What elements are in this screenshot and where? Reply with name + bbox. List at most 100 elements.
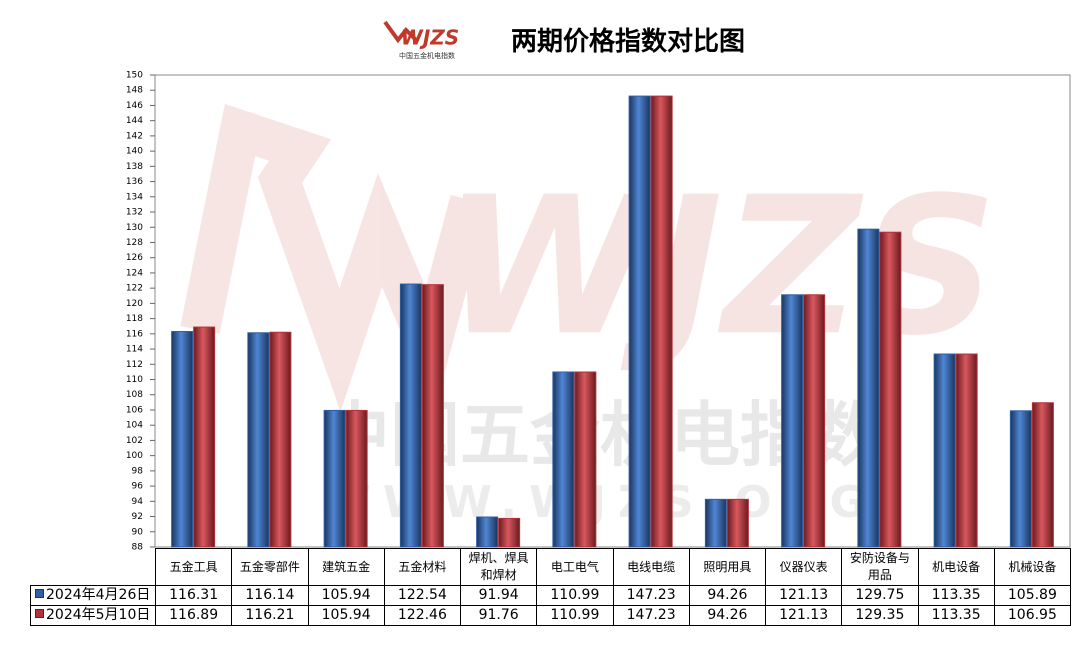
x-tick-label: 五金工具: [154, 548, 233, 586]
watermark-logo: WJZS: [443, 156, 998, 377]
y-tick-label: 134: [126, 192, 143, 202]
bar: [803, 294, 826, 548]
y-tick-label: 106: [126, 405, 143, 415]
y-tick-label: 88: [132, 543, 144, 553]
y-tick-label: 126: [126, 253, 143, 263]
y-tick-label: 94: [132, 497, 144, 507]
value-label: 129.35: [841, 605, 919, 626]
bar: [552, 371, 575, 548]
value-label: 116.21: [231, 605, 309, 626]
legend-label: 2024年5月10日: [46, 607, 151, 623]
y-tick-label: 98: [132, 466, 144, 476]
bar: [704, 498, 727, 548]
bar: [1009, 410, 1032, 548]
bar: [171, 330, 194, 548]
y-tick-label: 128: [126, 238, 143, 248]
value-label: 147.23: [612, 605, 690, 626]
legend-item: 2024年4月26日: [30, 585, 156, 606]
value-label: 113.35: [917, 585, 995, 606]
y-tick-label: 132: [126, 208, 143, 218]
bar: [476, 516, 499, 548]
x-tick-label: 安防设备与用品: [841, 548, 919, 586]
y-tick-label: 130: [126, 223, 143, 233]
value-label: 116.31: [154, 585, 233, 606]
bar: [879, 231, 902, 548]
y-tick-label: 112: [126, 360, 143, 370]
y-tick-label: 108: [126, 390, 143, 400]
x-tick-label: 电工电气: [536, 548, 614, 586]
value-label: 110.99: [536, 585, 614, 606]
y-tick-label: 148: [126, 86, 143, 96]
x-tick-label: 仪器仪表: [764, 548, 843, 586]
bar: [498, 517, 521, 548]
bar: [650, 95, 673, 548]
value-label: 105.94: [307, 585, 385, 606]
table-row: 2024年4月26日 116.31 116.14 105.94 122.54 91.94 1…: [30, 585, 1072, 606]
x-tick-label: 机械设备: [993, 548, 1072, 586]
value-label: 122.54: [383, 585, 462, 606]
bar: [955, 353, 978, 548]
value-label: 113.35: [917, 605, 995, 626]
y-tick-label: 90: [132, 527, 144, 537]
bar: [421, 284, 444, 548]
x-tick-label: 五金零部件: [231, 548, 309, 586]
y-tick-label: 116: [126, 329, 143, 339]
value-label: 116.89: [154, 605, 233, 626]
x-tick-label: 照明用具: [688, 548, 767, 586]
bar: [933, 353, 956, 548]
bar: [726, 498, 749, 548]
bar: [193, 326, 216, 548]
logo-arrow: [383, 20, 418, 44]
data-table: 五金工具 五金零部件 建筑五金 五金材料 焊机、焊具和焊材 电工电气 电线电缆 照明用具 仪器仪…: [30, 548, 1072, 626]
y-tick-label: 142: [126, 131, 143, 141]
value-label: 116.14: [231, 585, 309, 606]
bar: [399, 283, 422, 548]
bar: [345, 409, 368, 548]
y-tick-label: 146: [126, 101, 143, 111]
y-tick-label: 100: [126, 451, 143, 461]
y-tick-label: 136: [126, 177, 143, 187]
bar: [628, 95, 651, 548]
y-tick-label: 92: [132, 512, 143, 522]
y-tick-label: 120: [126, 299, 143, 309]
table-header: 五金工具 五金零部件 建筑五金 五金材料 焊机、焊具和焊材 电工电气 电线电缆 照明用具 仪器仪…: [30, 548, 1072, 586]
y-tick-label: 118: [126, 314, 143, 324]
y-tick-label: 96: [132, 482, 144, 492]
value-label: 105.89: [993, 585, 1072, 606]
logo-subtext: 中国五金机电指数: [399, 51, 455, 60]
bar: [781, 294, 804, 548]
bar: [1031, 402, 1054, 548]
bar: [857, 228, 880, 548]
y-tick-label: 124: [126, 268, 143, 278]
bar: [574, 371, 597, 548]
value-label: 121.13: [764, 605, 843, 626]
chart-title: 两期价格指数对比图: [511, 26, 745, 57]
value-label: 110.99: [536, 605, 614, 626]
y-tick-label: 150: [126, 71, 143, 81]
plot-frame: [154, 74, 1071, 548]
bar: [323, 409, 346, 548]
y-tick-label: 122: [126, 284, 143, 294]
value-label: 129.75: [841, 585, 919, 606]
x-tick-label: 五金材料: [383, 548, 462, 586]
table-corner: [30, 548, 156, 586]
y-tick-label: 114: [126, 345, 143, 355]
logo-text: WJZS: [401, 26, 459, 50]
x-tick-label: 焊机、焊具和焊材: [459, 548, 538, 586]
legend-swatch: [35, 589, 44, 598]
legend-swatch: [35, 609, 44, 618]
value-label: 91.76: [459, 605, 538, 626]
x-tick-label: 机电设备: [917, 548, 995, 586]
value-label: 106.95: [993, 605, 1072, 626]
value-label: 94.26: [688, 585, 767, 606]
y-tick-label: 144: [126, 116, 143, 126]
y-tick-label: 110: [126, 375, 143, 385]
value-label: 121.13: [764, 585, 843, 606]
y-tick-label: 140: [126, 147, 143, 157]
y-tick-label: 104: [126, 421, 143, 431]
logo: WJZS 中国五金机电指数: [383, 20, 459, 60]
legend-label: 2024年4月26日: [46, 587, 151, 603]
table-row: 2024年5月10日 116.89 116.21 105.94 122.46 91.76 1…: [30, 605, 1072, 626]
